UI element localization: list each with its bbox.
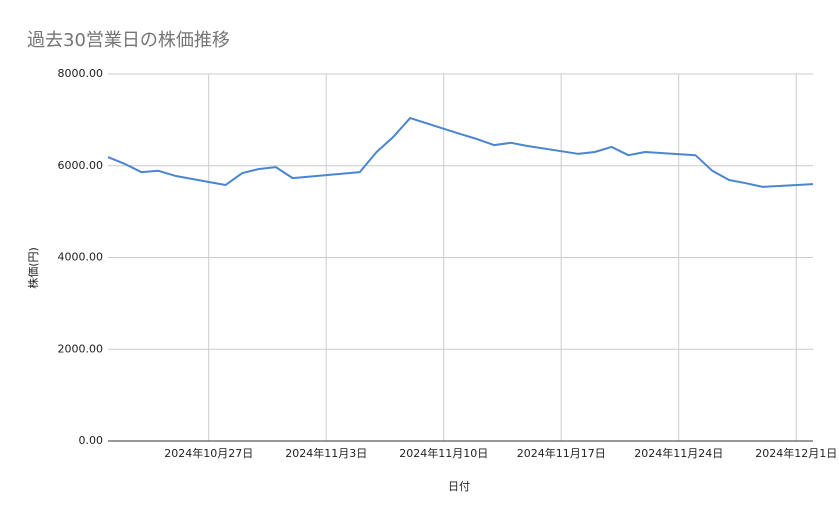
x-tick-label: 2024年10月27日 [164, 446, 253, 460]
x-tick-label: 2024年11月10日 [399, 446, 488, 460]
y-tick-label: 2000.00 [58, 342, 104, 355]
chart-title: 過去30営業日の株価推移 [27, 30, 230, 51]
y-tick-label: 8000.00 [58, 67, 104, 80]
x-tick-label: 2024年11月3日 [285, 446, 367, 460]
x-tick-label: 2024年12月1日 [755, 446, 837, 460]
line-series [107, 117, 814, 188]
x-axis-label: 日付 [448, 480, 470, 493]
x-tick-label: 2024年11月17日 [517, 446, 606, 460]
x-tick-label: 2024年11月24日 [634, 446, 723, 460]
y-axis-label: 株価(円) [26, 247, 40, 289]
y-tick-label: 6000.00 [58, 159, 104, 172]
y-tick-label: 0.00 [79, 434, 104, 447]
y-tick-label: 4000.00 [58, 251, 104, 264]
